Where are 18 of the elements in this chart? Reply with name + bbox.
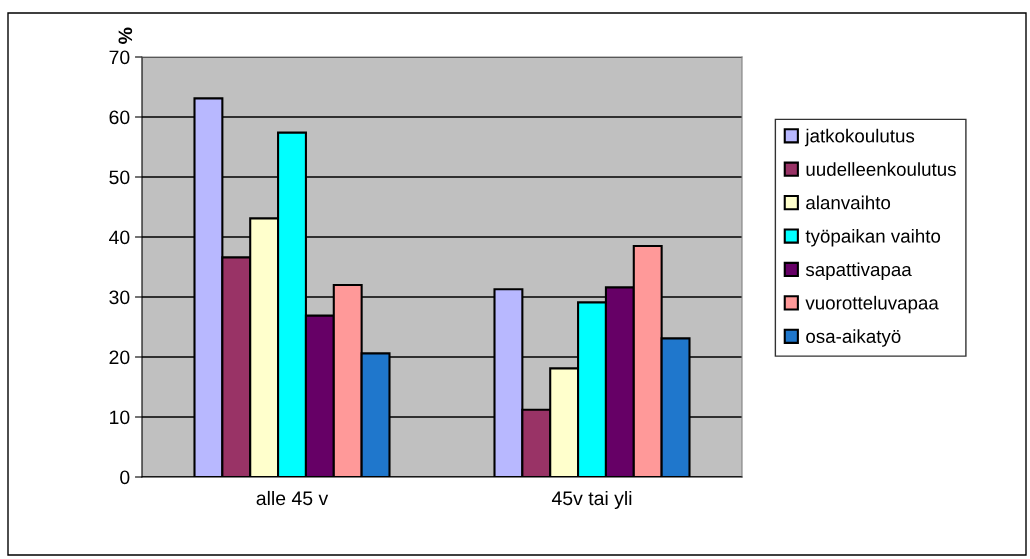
x-tick-label: alle 45 v [256, 490, 329, 506]
legend-label: jatkokoulutus [804, 128, 915, 147]
y-tick-label: 40 [109, 230, 130, 245]
y-tick-label: 0 [120, 470, 130, 485]
y-tick-label: 70 [109, 50, 130, 65]
y-tick-label: 60 [109, 110, 130, 125]
y-tick-label: 50 [109, 170, 130, 185]
legend-label: työpaikan vaihto [805, 229, 941, 247]
y-axis-title: % [118, 27, 133, 44]
legend-label: uudelleenkoulutus [806, 162, 956, 176]
y-tick-label: 20 [109, 350, 130, 365]
legend-label: sapattivapaa [805, 262, 912, 280]
legend-label: alanvaihto [806, 195, 891, 210]
legend-label: osa-aikatyö [806, 329, 901, 347]
y-tick-label: 30 [109, 290, 130, 305]
y-tick-label: 10 [110, 410, 130, 425]
x-tick-label: 45v tai yli [551, 490, 632, 510]
legend-label: vuorotteluvapaa [805, 295, 939, 314]
